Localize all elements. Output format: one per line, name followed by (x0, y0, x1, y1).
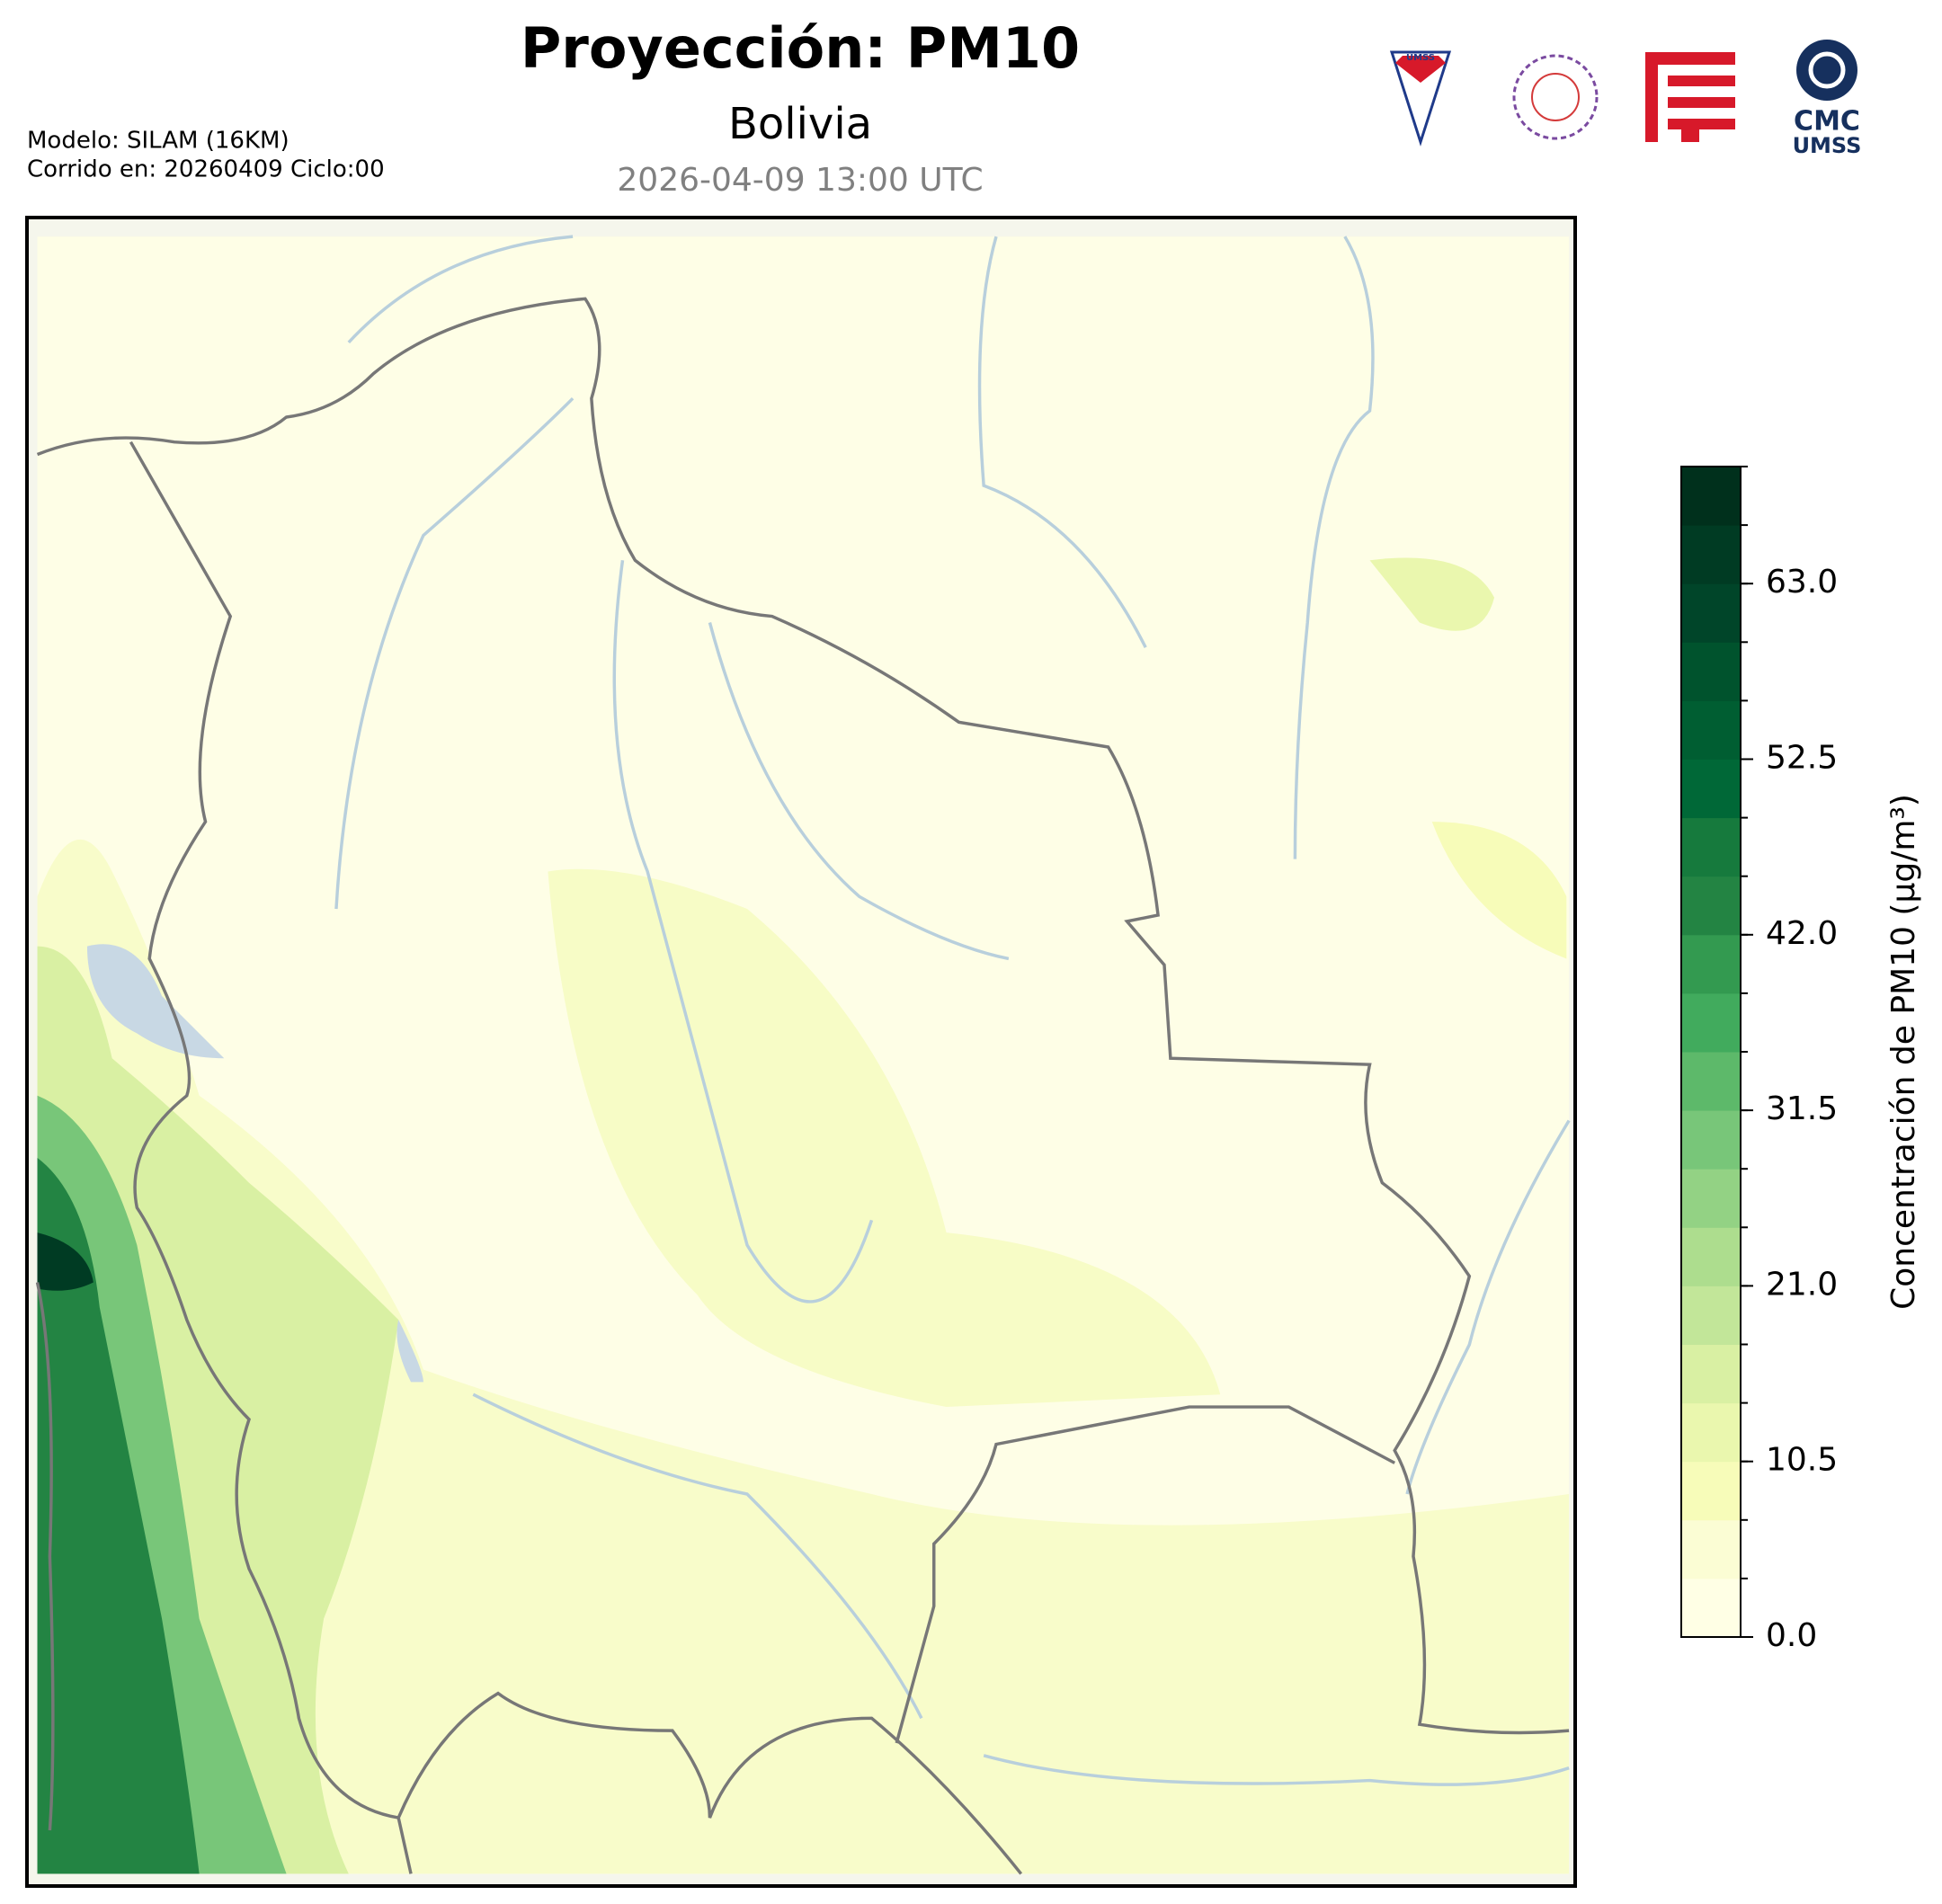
colorbar-band (1681, 934, 1741, 994)
fisica-logo (1512, 54, 1599, 140)
colorbar-band (1681, 467, 1741, 526)
colorbar-band (1681, 817, 1741, 877)
red-logo (1645, 52, 1735, 142)
map-content (35, 235, 1571, 1875)
colorbar-band (1681, 992, 1741, 1053)
fisica-globe (1531, 73, 1580, 121)
colorbar-band (1681, 1052, 1741, 1111)
colorbar-band (1681, 1110, 1741, 1170)
shield-red (1395, 56, 1446, 83)
map (25, 216, 1577, 1888)
colorbar-band (1681, 1227, 1741, 1286)
colorbar-band (1681, 1402, 1741, 1463)
colorbar-tick-label: 63.0 (1766, 564, 1838, 601)
run-info: Corrido en: 20260409 Ciclo:00 (27, 156, 385, 183)
colorbar-band (1681, 525, 1741, 584)
logos: UMSS CMC UMSS (1389, 40, 1862, 158)
colorbar-band (1681, 642, 1741, 701)
colorbar-band (1681, 876, 1741, 936)
cmc-sub: UMSS (1793, 133, 1862, 158)
colorbar-band (1681, 700, 1741, 760)
cmc-text: CMC (1794, 106, 1860, 138)
colorbar-band (1681, 1461, 1741, 1521)
colorbar-tick-label: 10.5 (1766, 1442, 1838, 1479)
cmc-logo (1796, 40, 1857, 101)
shield-text: UMSS (1406, 53, 1435, 63)
colorbar-band (1681, 1578, 1741, 1638)
shield-logo (1389, 50, 1452, 147)
colorbar-tick-label: 21.0 (1766, 1266, 1838, 1303)
cmc-ring (1808, 51, 1846, 89)
colorbar-band (1681, 759, 1741, 819)
colorbar: 0.0 10.5 21.0 31.5 42.0 52.5 63.0 (1680, 466, 1838, 1654)
colorbar-band (1681, 1344, 1741, 1404)
colorbar-band (1681, 1169, 1741, 1228)
valid-time: 2026-04-09 13:00 UTC (617, 162, 983, 199)
colorbar-tick-label: 0.0 (1766, 1617, 1817, 1654)
colorbar-band (1681, 583, 1741, 643)
colorbar-band (1681, 1286, 1741, 1345)
colorbar-label: Concentración de PM10 (µg/m³) (1885, 794, 1922, 1310)
title: Proyección: PM10 (521, 15, 1080, 81)
colorbar-tick-label: 42.0 (1766, 915, 1838, 952)
subtitle: Bolivia (728, 99, 872, 149)
model-info: Modelo: SILAM (16KM) (27, 128, 290, 155)
colorbar-tick-label: 52.5 (1766, 740, 1838, 777)
colorbar-band (1681, 1519, 1741, 1579)
map-frame (25, 216, 1577, 1888)
colorbar-tick-label: 31.5 (1766, 1090, 1838, 1127)
